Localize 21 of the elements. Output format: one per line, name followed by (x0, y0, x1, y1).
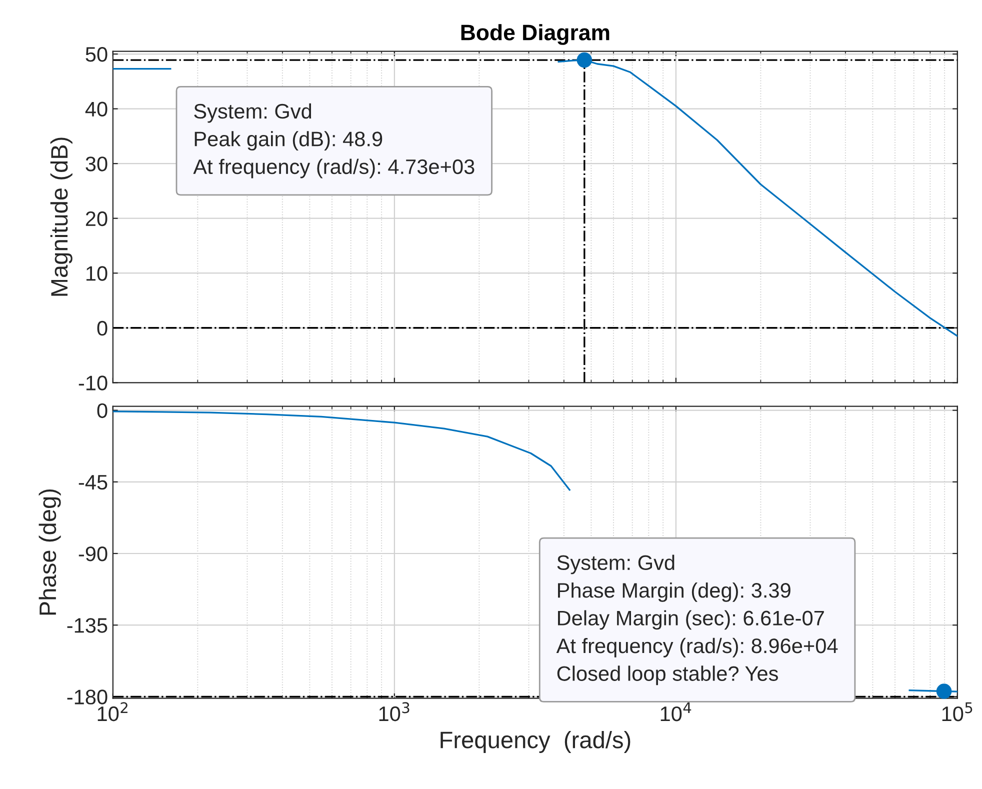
x-tick-label: 10$^{3}$ (379, 702, 410, 722)
x-tick-label: 10$^{5}$ (942, 702, 972, 722)
y-tick-label: 0 (97, 320, 108, 336)
annotation: System: Gvd Phase Margin (deg): 3.39 Delay Margin (sec): 6.61e-07 At frequency (rad/s): 8.96e+04 Closed loop stable? Yes (556, 554, 838, 686)
y-tick-label: 0 (97, 403, 108, 418)
y-axis-title: Magnitude (dB) (50, 138, 72, 296)
y-tick-label: -180 (67, 690, 108, 704)
y-tick-label: 50 (86, 47, 108, 62)
x-axis-title: Frequency (rad/s) (440, 731, 630, 754)
y-tick-label: -10 (78, 376, 108, 390)
y-tick-label: 30 (86, 156, 108, 172)
y-axis-title: Phase (deg) (38, 489, 61, 615)
y-tick-label: -135 (67, 618, 108, 633)
chart-title: Bode Diagram (461, 24, 610, 45)
y-tick-label: -45 (78, 475, 108, 490)
y-tick-label: -90 (78, 546, 108, 562)
annotation: System: Gvd Peak gain (dB): 48.9 At frequency (rad/s): 4.73e+03 (193, 103, 474, 178)
y-tick-label: 20 (86, 211, 108, 226)
y-tick-label: 40 (85, 102, 108, 117)
y-tick-label: 10 (86, 266, 108, 281)
x-tick-label: 10$^{4}$ (660, 702, 692, 722)
